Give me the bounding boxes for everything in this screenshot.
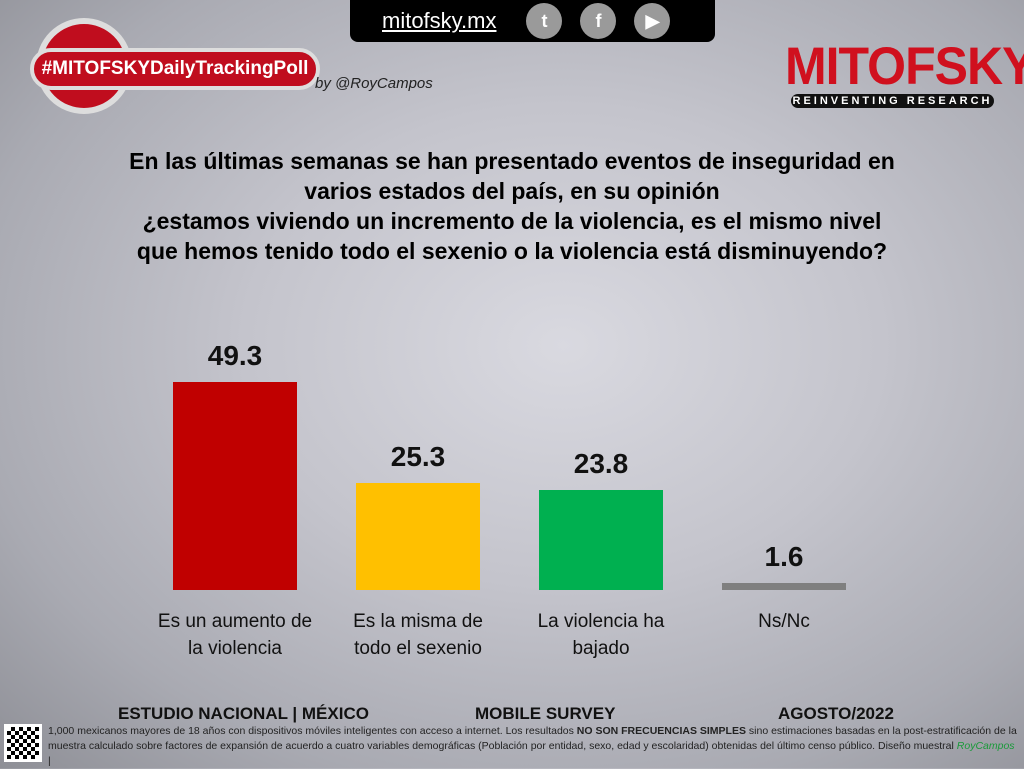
- category-label: La violencia ha bajado: [516, 608, 686, 662]
- byline: by @RoyCampos: [315, 75, 433, 92]
- methodology-note: 1,000 mexicanos mayores de 18 años con d…: [48, 725, 1017, 767]
- category-line: Ns/Nc: [758, 611, 810, 632]
- date-label: AGOSTO/2022: [778, 704, 894, 723]
- site-link[interactable]: mitofsky.mx: [382, 8, 497, 33]
- logo-tagline: REINVENTING RESEARCH: [791, 94, 994, 108]
- question-line: que hemos tenido todo el sexenio o la vi…: [136, 238, 888, 264]
- hashtag-label: #MITOFSKYDailyTrackingPoll: [30, 48, 320, 90]
- data-label: 25.3: [390, 441, 446, 473]
- signature: RoyCampos: [956, 740, 1015, 752]
- bar: [356, 483, 480, 590]
- question-line: En las últimas semanas se han presentado…: [129, 148, 895, 174]
- question-line: varios estados del país, en su opinión: [304, 178, 720, 204]
- bar: [539, 489, 663, 590]
- question-line: ¿estamos viviendo un incremento de la vi…: [142, 208, 882, 234]
- category-line: Es la misma de: [353, 611, 483, 632]
- bar: [173, 382, 297, 590]
- logo-name: MITOFSKY: [785, 36, 1024, 96]
- category-line: La violencia ha: [537, 611, 665, 632]
- category-label: Ns/Nc: [699, 608, 869, 635]
- data-label: 49.3: [207, 340, 263, 371]
- category-line: la violencia: [188, 638, 282, 659]
- hashtag-badge: #MITOFSKYDailyTrackingPoll: [18, 10, 320, 114]
- qr-code: [4, 724, 42, 762]
- bar: [722, 583, 846, 590]
- note-bold: NO SON FRECUENCIAS SIMPLES: [576, 725, 746, 737]
- category-line: todo el sexenio: [354, 638, 482, 659]
- question-text: En las últimas semanas se han presentado…: [40, 146, 984, 266]
- mitofsky-logo: MITOFSKY REINVENTING RESEARCH: [785, 36, 1024, 110]
- youtube-icon[interactable]: ▶: [634, 3, 671, 39]
- category-line: Es un aumento de: [157, 611, 313, 632]
- mode-label: MOBILE SURVEY: [475, 704, 616, 723]
- study-label: ESTUDIO NACIONAL | MÉXICO: [118, 704, 369, 723]
- category-label: Es la misma de todo el sexenio: [333, 608, 503, 662]
- data-label: 1.6: [764, 541, 804, 573]
- top-bar: mitofsky.mx t f ▶: [350, 0, 715, 42]
- category-label: Es un aumento de la violencia: [150, 608, 320, 662]
- twitter-icon[interactable]: t: [526, 3, 563, 39]
- data-label: 23.8: [573, 447, 629, 479]
- facebook-icon[interactable]: f: [580, 3, 617, 39]
- note-text: 1,000 mexicanos mayores de 18 años con d…: [48, 725, 577, 737]
- category-line: bajado: [572, 638, 630, 659]
- note-text: sino estimaciones basadas en la post-est…: [48, 725, 1017, 752]
